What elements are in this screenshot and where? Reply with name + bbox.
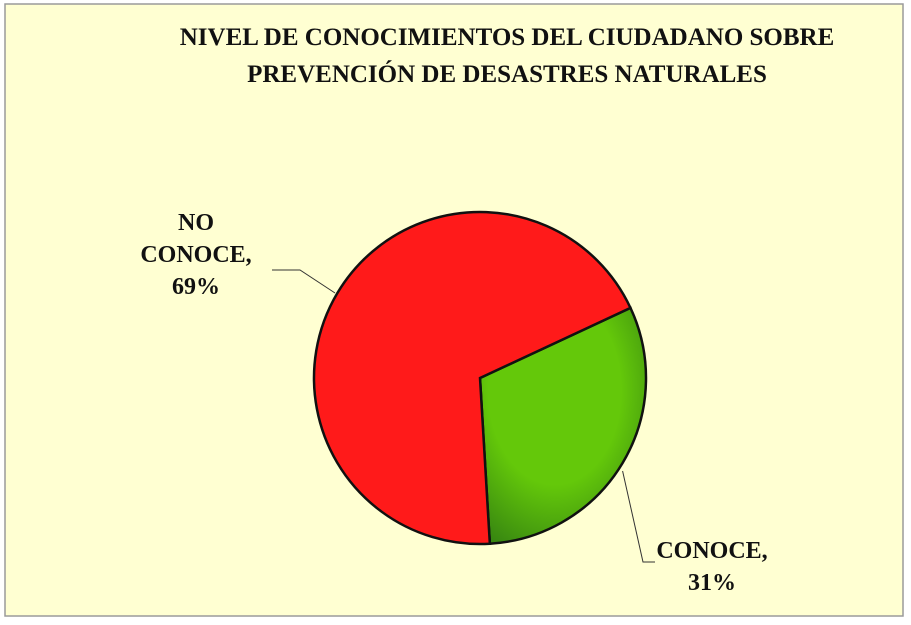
pie-slice	[478, 306, 648, 546]
leader-line	[272, 269, 336, 294]
value-label: 69%	[172, 274, 220, 300]
category-label: CONOCE,	[140, 242, 251, 268]
value-label: 31%	[688, 570, 736, 596]
category-label: NO	[178, 210, 214, 236]
category-label: CONOCE,	[656, 538, 767, 564]
leader-line	[622, 470, 655, 563]
pie	[312, 210, 648, 546]
chart-title: PREVENCIÓN DE DESASTRES NATURALES	[247, 60, 767, 88]
chart-title: NIVEL DE CONOCIMIENTOS DEL CIUDADANO SOB…	[180, 24, 835, 51]
data-label: NO CONOCE,	[140, 210, 251, 268]
data-label: CONOCE,	[656, 538, 767, 564]
pie-slice	[312, 210, 633, 546]
